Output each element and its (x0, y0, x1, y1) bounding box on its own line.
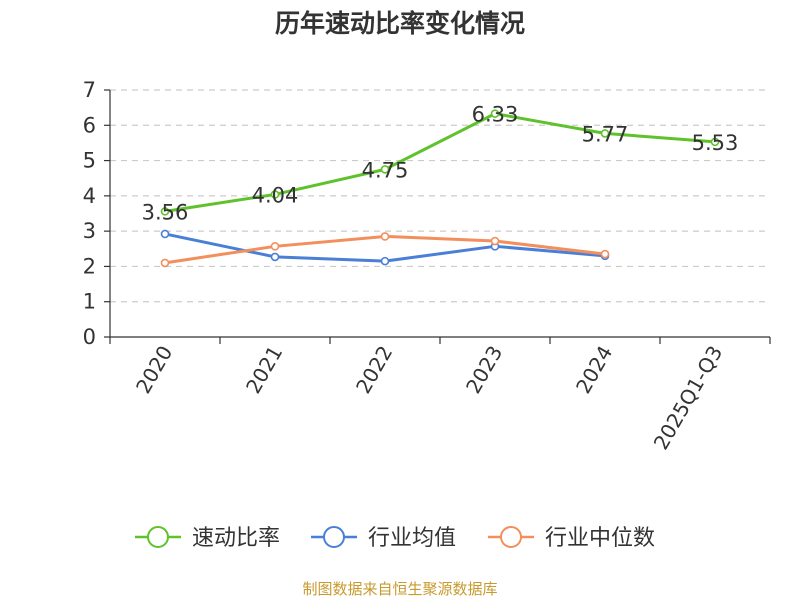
data-label: 3.56 (142, 200, 189, 224)
data-label: 6.33 (472, 103, 519, 127)
data-point-1-0 (160, 229, 170, 239)
y-tick-label: 5 (83, 149, 96, 173)
data-point-2-3 (490, 236, 500, 246)
x-tick-label: 2021 (241, 342, 287, 398)
y-tick-label: 0 (83, 325, 96, 349)
data-point-2-1 (270, 242, 280, 251)
legend: 速动比率 行业均值 行业中位数 (135, 526, 655, 551)
x-tick-label: 2022 (351, 342, 397, 398)
data-point-2-2 (380, 232, 390, 241)
series-lines (160, 109, 720, 268)
y-tick-label: 6 (83, 113, 96, 137)
x-tick-label: 2024 (571, 342, 617, 398)
legend-marker-0 (147, 526, 169, 548)
data-point-0-4 (600, 129, 610, 138)
y-tick-label: 4 (83, 184, 96, 208)
legend-marker-1 (323, 526, 345, 548)
x-tick-label: 2020 (131, 342, 177, 398)
y-tick-label: 7 (83, 78, 96, 102)
data-label: 4.75 (362, 158, 409, 182)
data-label: 5.77 (582, 122, 629, 146)
data-point-0-1 (270, 190, 280, 199)
source-note: 制图数据来自恒生聚源数据库 (302, 580, 498, 598)
series-line-0 (164, 112, 716, 213)
data-labels: 3.56 4.04 4.75 6.33 5.77 5.53 (142, 103, 739, 225)
legend-label-2: 行业中位数 (545, 526, 655, 551)
axes: 0 1 2 3 4 5 6 7 2020 2021 2022 2023 2024 2025Q1-Q3 (83, 78, 771, 454)
y-tick-label: 3 (83, 219, 96, 243)
y-tick-label: 2 (83, 254, 96, 278)
legend-marker-2 (500, 526, 522, 548)
data-point-2-0 (160, 258, 170, 268)
chart-title: 历年速动比率变化情况 (274, 9, 525, 38)
data-point-0-0 (160, 207, 170, 216)
legend-label-1: 行业均值 (368, 526, 456, 551)
data-label: 5.53 (692, 131, 739, 155)
legend-label-0: 速动比率 (192, 526, 280, 551)
x-tick-label: 2023 (461, 342, 507, 398)
gridlines (110, 89, 770, 303)
data-point-1-1 (270, 252, 280, 262)
x-tick-label: 2025Q1-Q3 (649, 342, 728, 454)
data-point-0-5 (710, 137, 720, 147)
data-point-0-3 (490, 109, 500, 118)
data-point-0-2 (380, 165, 390, 174)
y-tick-label: 1 (83, 290, 96, 314)
data-point-2-4 (600, 249, 610, 259)
data-point-1-2 (380, 256, 390, 266)
data-label: 4.04 (252, 183, 299, 207)
